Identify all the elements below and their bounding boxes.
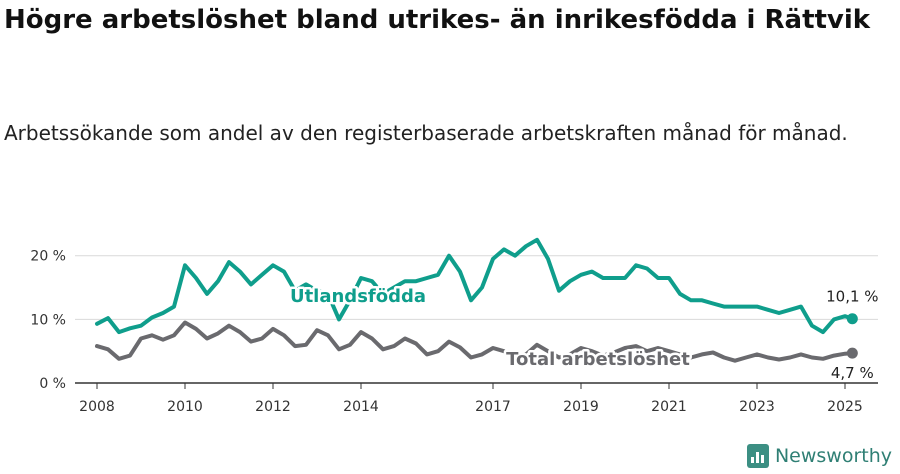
axes: 0 % 10 % 20 % 2008 2010 2012 2014 2017 2019 2021 2… (30, 249, 878, 415)
y-tick-label: 0 % (39, 376, 66, 392)
x-tick-label: 2012 (255, 399, 291, 415)
series-line-total (95, 320, 855, 363)
x-tick-label: 2008 (79, 399, 115, 415)
x-tick-label: 2010 (167, 399, 203, 415)
end-point (846, 313, 858, 325)
series-label: Utlandsfödda (290, 286, 426, 307)
end-value-label: 4,7 % (831, 364, 874, 382)
newsworthy-logo: Newsworthy (746, 444, 892, 468)
chart-subtitle: Arbetssökande som andel av den registerb… (4, 121, 848, 145)
x-tick-label: 2023 (739, 399, 775, 415)
y-tick-label: 10 % (30, 312, 66, 328)
x-tick-label: 2021 (651, 399, 687, 415)
chart-title: Högre arbetslöshet bland utrikes- än inr… (4, 5, 871, 35)
series-line-utlandsfodda (95, 237, 855, 335)
series-label: Total arbetslöshet (506, 349, 690, 370)
x-tick-label: 2014 (343, 399, 379, 415)
x-tick-label: 2017 (475, 399, 511, 415)
series (95, 237, 858, 363)
brand-name: Newsworthy (774, 445, 892, 467)
x-tick-label: 2019 (563, 399, 599, 415)
y-tick-label: 20 % (30, 249, 66, 265)
grid-lines (75, 255, 878, 320)
bar-chart-icon (746, 444, 769, 468)
x-tick-label: 2025 (827, 399, 863, 415)
end-value-label: 10,1 % (826, 288, 878, 306)
labels: 10,1 % 4,7 % Utlandsfödda Total arbetslöshe… (287, 284, 878, 383)
end-point (846, 347, 858, 359)
